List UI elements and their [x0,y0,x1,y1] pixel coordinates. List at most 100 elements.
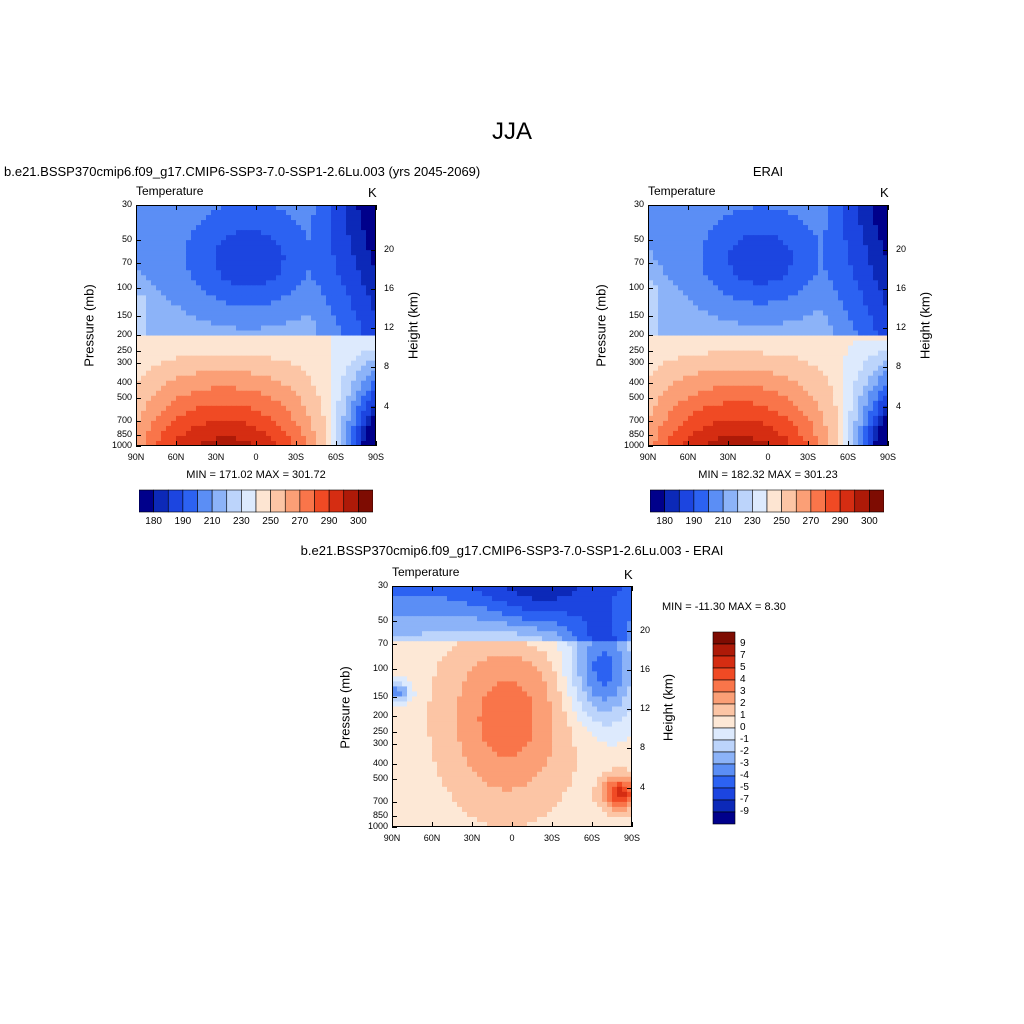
contour-cell [146,350,152,357]
contour-cell [863,215,869,221]
contour-cell [221,435,227,442]
contour-cell [693,385,699,392]
contour-cell [733,380,739,387]
contour-cell [487,591,493,597]
contour-cell [176,355,182,362]
contour-cell [231,365,237,372]
contour-cell [311,415,317,422]
contour-cell [216,430,222,437]
contour-cell [447,606,453,612]
contour-cell [798,270,804,276]
contour-cell [186,300,192,307]
contour-cell [788,295,794,301]
contour-cell [266,305,272,312]
contour-cell [296,320,302,327]
contour-cell [738,380,744,387]
contour-cell [412,596,418,602]
contour-cell [301,395,307,402]
contour-cell [738,220,744,226]
contour-cell [723,320,729,327]
contour-cell [858,245,864,251]
contour-cell [146,385,152,392]
contour-cell [773,395,779,402]
contour-cell [868,240,874,246]
contour-cell [146,245,152,251]
contour-cell [758,265,764,271]
contour-cell [723,220,729,226]
contour-cell [683,240,689,246]
contour-cell [723,245,729,251]
contour-cell [773,425,779,432]
contour-cell [226,280,232,286]
contour-cell [883,370,888,377]
contour-cell [883,350,888,357]
contour-cell [291,330,297,337]
contour-cell [753,225,759,231]
contour-cell [853,430,859,437]
contour-cell [833,210,839,216]
contour-cell [688,255,694,261]
contour-cell [733,335,739,342]
contour-cell [181,350,187,357]
contour-cell [141,350,147,357]
contour-cell [246,385,252,392]
contour-cell [196,260,202,266]
contour-cell [226,395,232,402]
contour-cell [492,591,498,597]
contour-cell [763,350,769,357]
contour-cell [838,310,844,317]
contour-cell [276,365,282,372]
contour-cell [261,230,267,236]
contour-cell [678,400,684,407]
contour-cell [492,601,498,607]
contour-cell [241,355,247,362]
contour-cell [843,325,849,332]
contour-cell [778,365,784,372]
contour-cell [166,365,172,372]
contour-cell [256,230,262,236]
contour-cell [723,415,729,422]
contour-cell [156,215,162,221]
contour-cell [281,410,287,417]
contour-cell [316,355,322,362]
contour-cell [803,385,809,392]
contour-cell [261,310,267,317]
contour-cell [181,265,187,271]
contour-cell [351,270,357,276]
contour-cell [693,285,699,291]
contour-cell [838,280,844,286]
contour-cell [502,621,508,627]
contour-cell [878,350,884,357]
contour-cell [713,235,719,241]
contour-cell [256,220,262,226]
contour-cell [627,611,632,617]
contour-cell [321,410,327,417]
contour-cell [336,260,342,266]
contour-cell [231,360,237,367]
contour-cell [301,430,307,437]
contour-cell [196,430,202,437]
contour-cell [236,240,242,246]
contour-cell [833,275,839,281]
contour-cell [798,420,804,427]
contour-cell [728,275,734,281]
contour-cell [281,295,287,301]
contour-cell [823,415,829,422]
contour-cell [658,430,664,437]
contour-cell [161,320,167,327]
contour-cell [813,300,819,307]
contour-cell [136,355,142,362]
contour-cell [673,305,679,312]
contour-cell [753,245,759,251]
contour-cell [171,260,177,266]
contour-cell [351,305,357,312]
contour-cell [306,440,312,446]
contour-cell [487,596,493,602]
contour-cell [166,305,172,312]
contour-cell [602,606,608,612]
contour-cell [658,395,664,402]
contour-cell [397,606,403,612]
contour-cell [482,611,488,617]
contour-cell [141,430,147,437]
contour-cell [146,320,152,327]
